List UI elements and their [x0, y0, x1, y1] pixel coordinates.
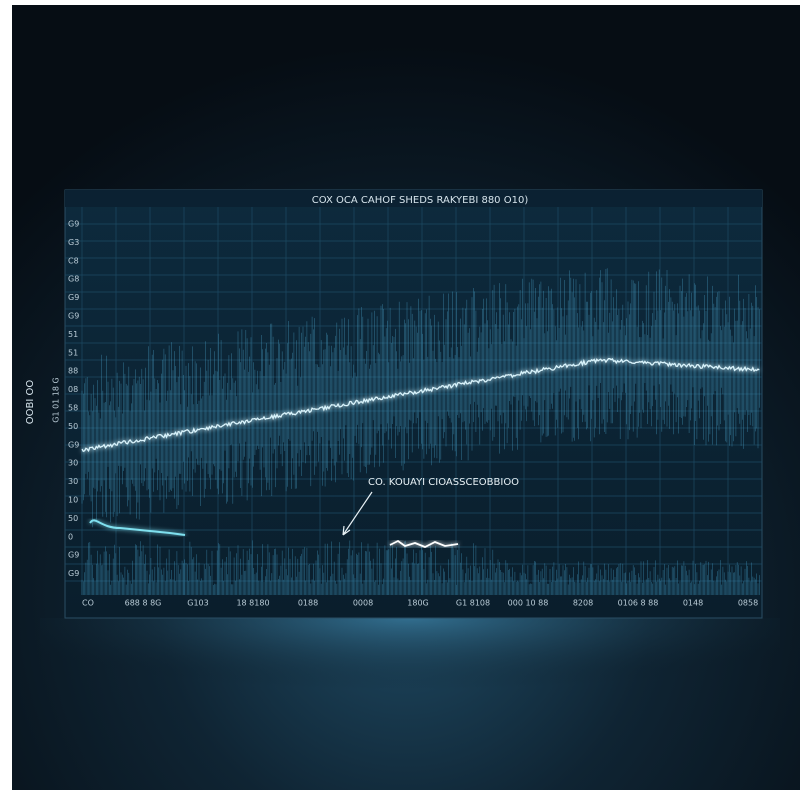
y-tick-label: 50	[68, 514, 78, 523]
y-tick-label: C8	[68, 256, 79, 265]
y-tick-label: 88	[68, 367, 78, 376]
x-tick-label: 000 10 88	[508, 599, 549, 608]
y-tick-label: G9	[68, 312, 79, 321]
x-tick-label: G1 8108	[456, 599, 490, 608]
y-tick-label: G8	[68, 275, 79, 284]
y-tick-label: 51	[68, 348, 78, 357]
y-tick-label: 08	[68, 385, 78, 394]
chart-title: COX OCA CAHOF SHEDS RAKYEBI 880 O10)	[312, 195, 529, 206]
y-tick-label: G9	[68, 440, 79, 449]
y-tick-label: 51	[68, 330, 78, 339]
y-tick-label: G9	[68, 551, 79, 560]
x-tick-label: 0148	[683, 599, 703, 608]
x-tick-label: 180G	[407, 599, 428, 608]
x-tick-label: 18 8180	[236, 599, 269, 608]
screenshot: COX OCA CAHOF SHEDS RAKYEBI 880 O10) OOB…	[0, 0, 809, 799]
y-tick-label: 10	[68, 496, 78, 505]
y-tick-label: 50	[68, 422, 78, 431]
x-tick-label: CO	[82, 599, 94, 608]
x-tick-label: G103	[187, 599, 208, 608]
y-axis-label: OOBI OO	[25, 380, 36, 425]
annotation: CO. KOUAYI CIOASSCEOBBIOO	[368, 477, 519, 488]
y-tick-label: 30	[68, 459, 78, 468]
y-tick-label: 0	[68, 532, 73, 541]
inner-axis-label: G1 01 18 G	[52, 377, 61, 422]
y-tick-label: G9	[68, 293, 79, 302]
y-tick-label: G9	[68, 569, 79, 578]
floor-glow	[40, 618, 780, 738]
y-tick-label: G3	[68, 238, 79, 247]
x-tick-label: 688 8 8G	[125, 599, 162, 608]
x-tick-label: 8208	[573, 599, 593, 608]
y-tick-label: G9	[68, 220, 79, 229]
x-tick-label: 0106 8 88	[618, 599, 659, 608]
x-tick-label: 0008	[353, 599, 373, 608]
y-tick-label: 30	[68, 477, 78, 486]
y-tick-label: 58	[68, 404, 78, 413]
x-tick-label: 0188	[298, 599, 318, 608]
x-tick-label: 0858	[738, 599, 758, 608]
